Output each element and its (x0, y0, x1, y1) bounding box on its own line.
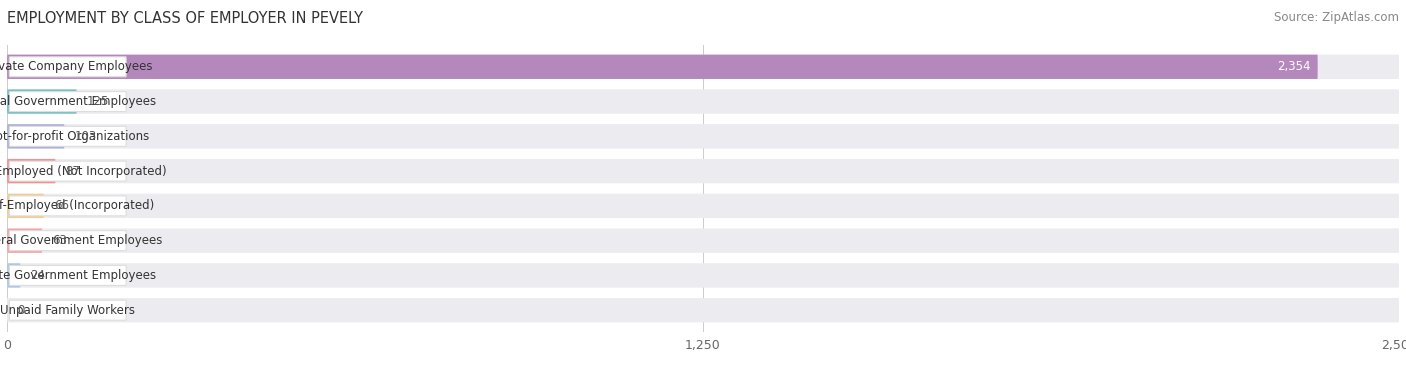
FancyBboxPatch shape (7, 228, 1399, 253)
Text: 103: 103 (75, 130, 97, 143)
Text: Self-Employed (Incorporated): Self-Employed (Incorporated) (0, 199, 155, 212)
FancyBboxPatch shape (7, 124, 65, 149)
Text: Unpaid Family Workers: Unpaid Family Workers (0, 304, 135, 317)
Text: 66: 66 (53, 199, 69, 212)
Text: 2,354: 2,354 (1278, 60, 1310, 73)
Text: State Government Employees: State Government Employees (0, 269, 156, 282)
FancyBboxPatch shape (7, 263, 21, 288)
Text: Self-Employed (Not Incorporated): Self-Employed (Not Incorporated) (0, 165, 166, 178)
FancyBboxPatch shape (7, 55, 1317, 79)
FancyBboxPatch shape (10, 196, 127, 216)
Text: 0: 0 (18, 304, 25, 317)
FancyBboxPatch shape (10, 231, 127, 251)
Text: Source: ZipAtlas.com: Source: ZipAtlas.com (1274, 11, 1399, 24)
FancyBboxPatch shape (7, 194, 44, 218)
FancyBboxPatch shape (7, 263, 1399, 288)
FancyBboxPatch shape (10, 92, 127, 112)
FancyBboxPatch shape (7, 298, 1399, 322)
Text: Not-for-profit Organizations: Not-for-profit Organizations (0, 130, 149, 143)
FancyBboxPatch shape (7, 194, 1399, 218)
FancyBboxPatch shape (10, 300, 127, 320)
FancyBboxPatch shape (7, 159, 1399, 183)
Text: Federal Government Employees: Federal Government Employees (0, 234, 163, 247)
FancyBboxPatch shape (7, 124, 1399, 149)
FancyBboxPatch shape (10, 265, 127, 285)
Text: Private Company Employees: Private Company Employees (0, 60, 152, 73)
FancyBboxPatch shape (7, 55, 1399, 79)
FancyBboxPatch shape (10, 126, 127, 146)
FancyBboxPatch shape (7, 159, 55, 183)
FancyBboxPatch shape (7, 89, 77, 114)
FancyBboxPatch shape (7, 228, 42, 253)
Text: 63: 63 (52, 234, 67, 247)
Text: 87: 87 (66, 165, 80, 178)
Text: 24: 24 (31, 269, 45, 282)
Text: Local Government Employees: Local Government Employees (0, 95, 156, 108)
Text: EMPLOYMENT BY CLASS OF EMPLOYER IN PEVELY: EMPLOYMENT BY CLASS OF EMPLOYER IN PEVEL… (7, 11, 363, 26)
Text: 125: 125 (87, 95, 110, 108)
FancyBboxPatch shape (10, 161, 127, 181)
FancyBboxPatch shape (10, 57, 127, 77)
FancyBboxPatch shape (7, 89, 1399, 114)
